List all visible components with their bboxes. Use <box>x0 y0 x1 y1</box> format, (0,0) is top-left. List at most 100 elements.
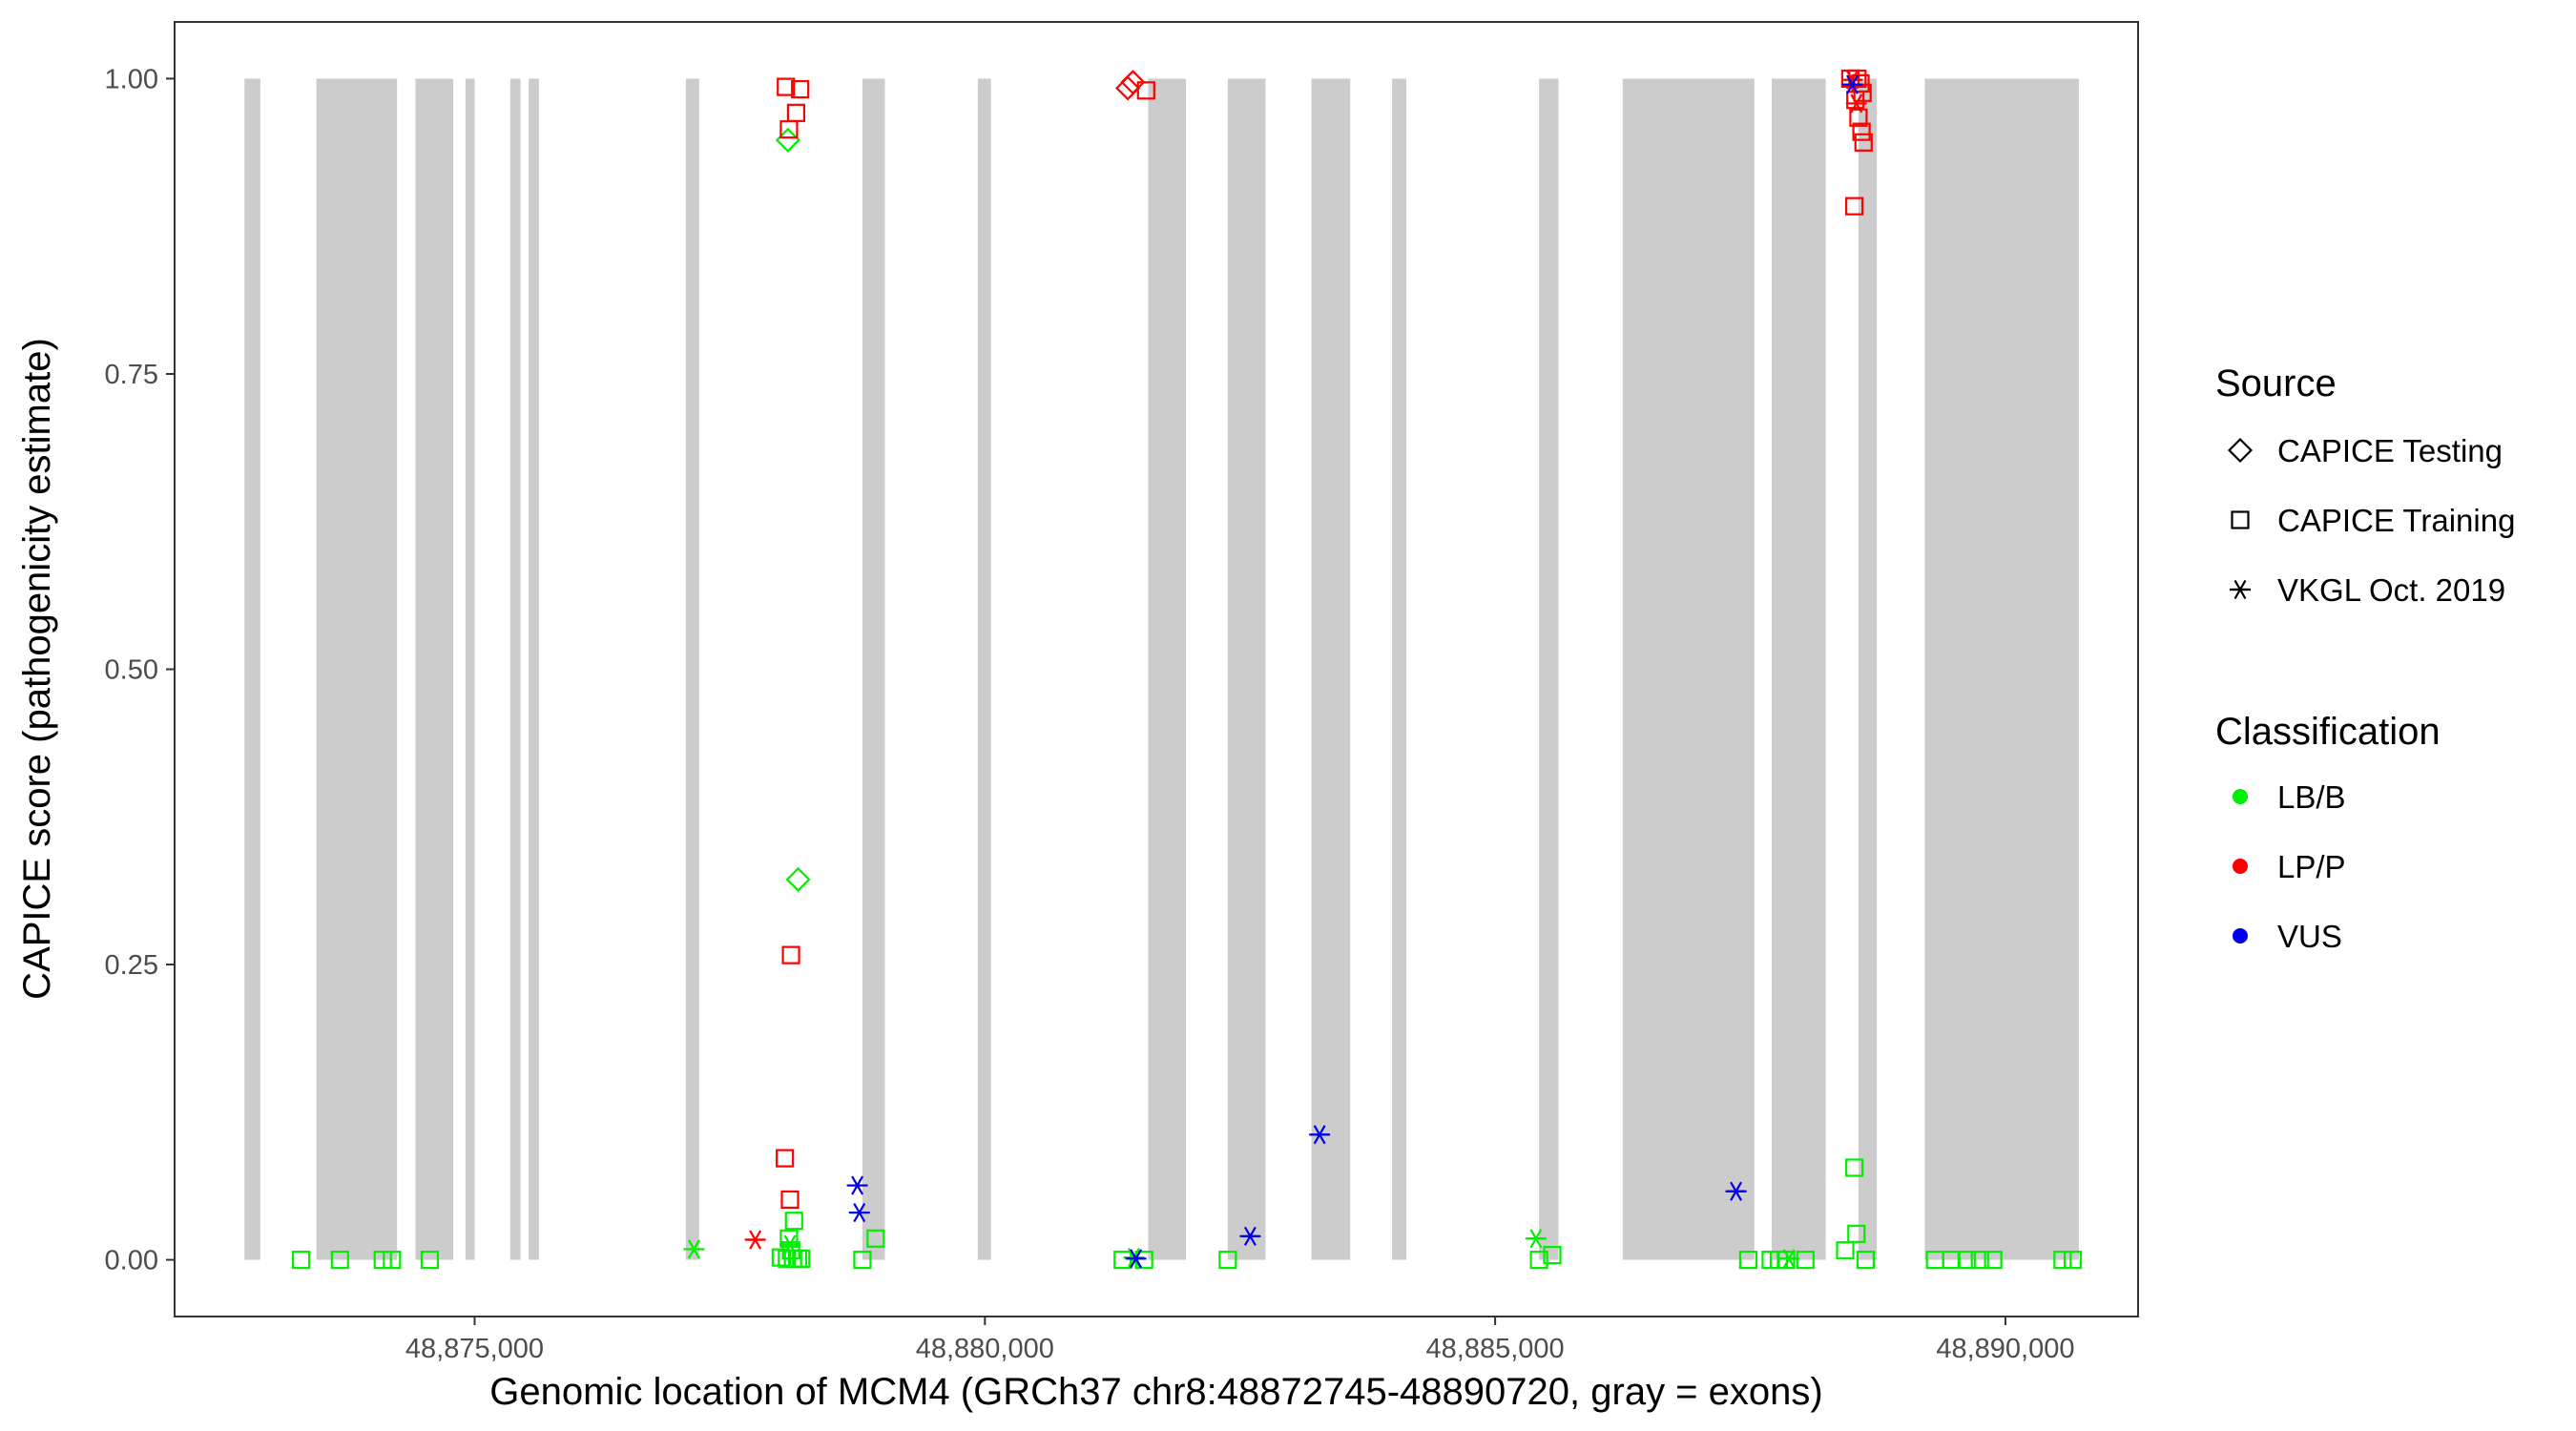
data-point-57 <box>1854 133 1873 152</box>
data-point-15 <box>776 1149 795 1168</box>
exon-band-3 <box>415 78 454 1260</box>
legend-key-diamond <box>2227 437 2254 464</box>
data-point-48 <box>1796 1250 1815 1270</box>
data-point-13 <box>779 120 799 139</box>
exon-band-8 <box>862 78 885 1260</box>
data-point-49 <box>1778 1249 1800 1269</box>
x-tick-label-4: 48,890,000 <box>1936 1334 2074 1364</box>
exon-band-7 <box>685 78 699 1260</box>
data-point-28 <box>866 1229 885 1248</box>
exon-band-16 <box>1771 78 1826 1260</box>
legend-source-title: Source <box>2215 363 2337 404</box>
data-point-69 <box>1970 1250 1989 1270</box>
data-point-71 <box>2053 1250 2072 1270</box>
exon-layer <box>244 78 2079 1260</box>
y-axis-title: CAPICE score (pathogenicity estimate) <box>16 338 58 1000</box>
data-point-4 <box>383 1250 402 1270</box>
data-point-3 <box>373 1250 392 1270</box>
data-point-39 <box>1309 1125 1331 1145</box>
plot-area <box>174 21 2139 1317</box>
data-point-32 <box>1136 81 1155 100</box>
data-point-58 <box>1845 197 1864 216</box>
data-point-62 <box>1845 1158 1864 1177</box>
data-point-20 <box>771 1248 790 1267</box>
data-point-17 <box>784 1212 803 1231</box>
exon-band-2 <box>316 78 398 1260</box>
legend-key-square <box>2231 510 2250 529</box>
data-point-72 <box>2063 1250 2083 1270</box>
x-axis-title: Genomic location of MCM4 (GRCh37 chr8:48… <box>489 1371 1822 1413</box>
legend-source-entries: CAPICE Testing CAPICE Training VKGL Oct. 2… <box>2227 433 2515 608</box>
data-point-2 <box>330 1250 349 1270</box>
exon-band-1 <box>244 78 260 1260</box>
data-point-60 <box>1845 93 1867 114</box>
legend-source-label-2: CAPICE Training <box>2277 503 2515 538</box>
legend-classification-entries: LB/B LP/P VUS <box>2233 779 2346 954</box>
legend: Source CAPICE Testing CAPICE Training VKGL… <box>2215 363 2515 954</box>
y-tick-label-2: 0.25 <box>105 950 158 981</box>
data-point-6 <box>683 1239 705 1259</box>
data-point-61 <box>1841 74 1863 94</box>
x-axis: 48,875,000 48,880,000 48,885,000 48,890,000 <box>405 1317 2075 1364</box>
legend-classification-label-1: LB/B <box>2277 779 2346 815</box>
legend-classification-label-2: LP/P <box>2277 849 2346 884</box>
legend-classification-label-3: VUS <box>2277 919 2342 954</box>
y-tick-label-3: 0.50 <box>105 655 158 686</box>
data-point-5 <box>420 1250 440 1270</box>
y-tick-label-5: 1.00 <box>105 64 158 94</box>
data-point-1 <box>292 1250 311 1270</box>
data-point-55 <box>1849 108 1868 127</box>
exon-band-15 <box>1622 78 1755 1260</box>
data-point-14 <box>781 945 800 964</box>
data-point-11 <box>791 79 810 99</box>
legend-key-dot-2 <box>2233 859 2248 874</box>
data-point-41 <box>1529 1250 1548 1270</box>
exon-band-6 <box>529 78 539 1260</box>
y-axis: 0.00 0.25 0.50 0.75 1.00 <box>105 64 175 1276</box>
exon-band-10 <box>1148 78 1187 1260</box>
point-layer <box>292 69 2083 1270</box>
data-point-25 <box>779 1234 800 1255</box>
y-tick-label-4: 0.75 <box>105 360 158 390</box>
data-point-9 <box>785 866 811 892</box>
data-point-33 <box>1113 1250 1132 1270</box>
x-tick-label-1: 48,875,000 <box>405 1334 544 1364</box>
legend-source-label-3: VKGL Oct. 2019 <box>2277 572 2505 608</box>
exon-band-17 <box>1858 78 1878 1260</box>
data-point-70 <box>1984 1250 2003 1270</box>
x-tick-label-3: 48,885,000 <box>1426 1334 1565 1364</box>
legend-key-asterisk <box>2230 579 2251 600</box>
data-point-63 <box>1847 1224 1866 1243</box>
data-point-35 <box>1123 1248 1145 1268</box>
exon-band-9 <box>977 78 991 1260</box>
exon-band-13 <box>1392 78 1407 1260</box>
legend-source-label-1: CAPICE Testing <box>2277 433 2503 468</box>
exon-band-5 <box>509 78 521 1260</box>
data-point-40 <box>1525 1229 1547 1249</box>
exon-band-14 <box>1539 78 1559 1260</box>
data-point-24 <box>792 1249 811 1268</box>
exon-band-4 <box>465 78 475 1260</box>
exon-band-11 <box>1227 78 1266 1260</box>
data-point-38 <box>1239 1226 1261 1246</box>
legend-key-dot-3 <box>2233 928 2248 944</box>
y-tick-label-1: 0.00 <box>105 1246 158 1276</box>
data-point-43 <box>1725 1181 1747 1201</box>
data-point-59 <box>1841 70 1863 90</box>
data-point-31 <box>1115 75 1141 101</box>
data-point-56 <box>1852 122 1871 141</box>
data-point-27 <box>848 1202 870 1223</box>
exon-band-18 <box>1924 78 2079 1260</box>
data-point-7 <box>744 1230 766 1250</box>
legend-classification-title: Classification <box>2215 711 2441 753</box>
data-point-26 <box>846 1175 868 1195</box>
data-point-42 <box>1543 1246 1562 1265</box>
exon-band-12 <box>1311 78 1351 1260</box>
data-point-10 <box>777 77 796 96</box>
data-point-36 <box>1125 1249 1147 1269</box>
x-tick-label-2: 48,880,000 <box>916 1334 1054 1364</box>
data-point-44 <box>1738 1250 1757 1270</box>
data-point-29 <box>853 1250 872 1270</box>
data-point-64 <box>1836 1241 1855 1260</box>
